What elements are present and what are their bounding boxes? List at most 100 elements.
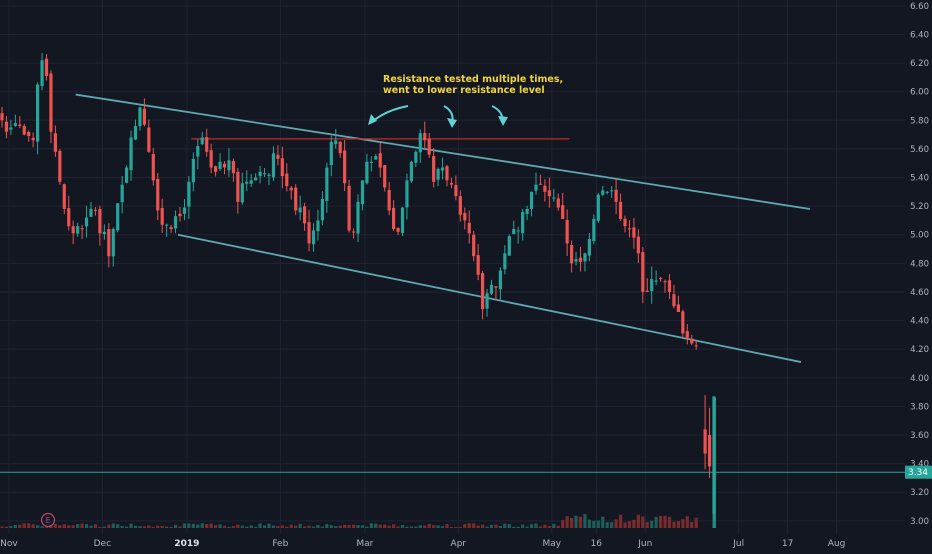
- candle-body: [632, 227, 636, 238]
- volume-bar: [605, 522, 609, 528]
- price-tick-label: 3.00: [910, 517, 929, 527]
- price-axis-bg: [905, 0, 932, 550]
- candle-body: [587, 239, 591, 256]
- price-tick-label: 5.20: [910, 202, 929, 212]
- volume-bar: [489, 524, 494, 528]
- volume-bar: [142, 526, 146, 528]
- candle-body: [538, 183, 543, 185]
- candle-body: [36, 84, 40, 142]
- candle-body: [0, 113, 4, 121]
- candle-body: [690, 338, 694, 344]
- volume-bar: [258, 523, 262, 528]
- candle-body: [102, 231, 106, 235]
- price-tick-label: 5.80: [910, 116, 929, 126]
- trendline-upper-channel[interactable]: [75, 93, 811, 210]
- candle-body: [485, 293, 489, 309]
- candle-body: [369, 161, 373, 163]
- candle-body: [40, 60, 44, 87]
- volume-bar: [347, 525, 351, 528]
- volume-bar: [62, 524, 66, 528]
- volume-bar: [618, 514, 623, 528]
- volume-bar: [18, 524, 22, 528]
- price-tick-label: 4.80: [910, 259, 929, 269]
- annotation-arrow-left-head: [368, 114, 377, 125]
- volume-bar: [432, 525, 436, 528]
- time-tick-label: 2019: [174, 539, 199, 549]
- candle-body: [556, 198, 560, 208]
- candle-body: [712, 396, 716, 514]
- volume-bar: [205, 523, 209, 528]
- volume-bar: [667, 516, 672, 528]
- candle-body: [547, 190, 551, 197]
- candle-body: [294, 187, 298, 211]
- volume-bar: [22, 523, 26, 528]
- volume-bar: [218, 524, 222, 528]
- candle-body: [67, 208, 71, 227]
- volume-bar: [685, 516, 689, 528]
- candle-body: [9, 127, 13, 130]
- volume-bar: [311, 526, 316, 528]
- candle-body: [316, 220, 320, 232]
- volume-bar: [40, 526, 44, 528]
- volume-bar: [209, 523, 213, 528]
- volume-bar: [271, 525, 276, 528]
- earnings-marker-label: E: [45, 516, 50, 525]
- last-price-badge: [905, 465, 932, 479]
- volume-bar: [676, 521, 680, 528]
- volume-bar: [245, 526, 249, 528]
- price-tick-label: 3.40: [910, 460, 929, 470]
- volume-bar: [614, 519, 618, 528]
- volume-bar: [516, 526, 520, 528]
- candle-body: [476, 255, 480, 275]
- volume-bar: [538, 526, 543, 528]
- candle-body: [445, 166, 449, 181]
- volume-bar: [356, 525, 360, 528]
- time-tick-label: Mar: [356, 539, 373, 549]
- volume-bar: [690, 521, 694, 528]
- volume-bar: [387, 525, 391, 528]
- candle-body: [543, 185, 547, 192]
- volume-bar: [561, 520, 565, 528]
- candle-body: [249, 180, 253, 184]
- volume-bar: [200, 523, 204, 528]
- candle-body: [62, 184, 66, 209]
- volume-bar: [494, 524, 498, 528]
- volume-bar: [44, 526, 49, 528]
- candle-body: [27, 131, 31, 137]
- candle-body: [58, 150, 62, 182]
- candle-body: [93, 209, 98, 211]
- candle-body: [254, 177, 258, 181]
- volume-bar: [334, 526, 338, 528]
- candle-body: [187, 181, 191, 207]
- time-tick-label: Aug: [828, 539, 846, 549]
- volume-bar: [529, 524, 534, 528]
- candle-body: [534, 184, 538, 191]
- candle-body: [503, 253, 507, 270]
- volume-bar: [351, 524, 356, 528]
- candle-body: [574, 259, 578, 262]
- volume-bar: [182, 523, 187, 528]
- candle-body: [583, 253, 587, 262]
- price-tick-label: 5.00: [910, 231, 929, 241]
- candle-body: [423, 133, 427, 141]
- candle-body: [507, 236, 511, 256]
- candle-body: [222, 163, 227, 168]
- candle-body: [516, 230, 520, 232]
- annotation-group: Resistance tested multiple times, went t…: [368, 74, 563, 128]
- candle-body: [147, 127, 151, 152]
- annotation-arrow-middle-head: [447, 118, 457, 128]
- volume-bar: [191, 523, 195, 528]
- candle-body: [436, 168, 440, 180]
- candle-body: [378, 153, 382, 168]
- candle-body: [231, 160, 235, 174]
- volume-bar: [36, 525, 40, 528]
- price-tick-label: 3.60: [910, 431, 929, 441]
- candle-body: [169, 227, 173, 230]
- volume-bar: [498, 526, 502, 528]
- candle-body: [76, 226, 80, 234]
- earnings-marker[interactable]: E: [40, 512, 56, 528]
- candle-body: [498, 270, 502, 290]
- trendline-lower-channel[interactable]: [177, 233, 802, 363]
- volume-bar: [587, 519, 591, 528]
- annotation-arrow-left: [371, 105, 409, 123]
